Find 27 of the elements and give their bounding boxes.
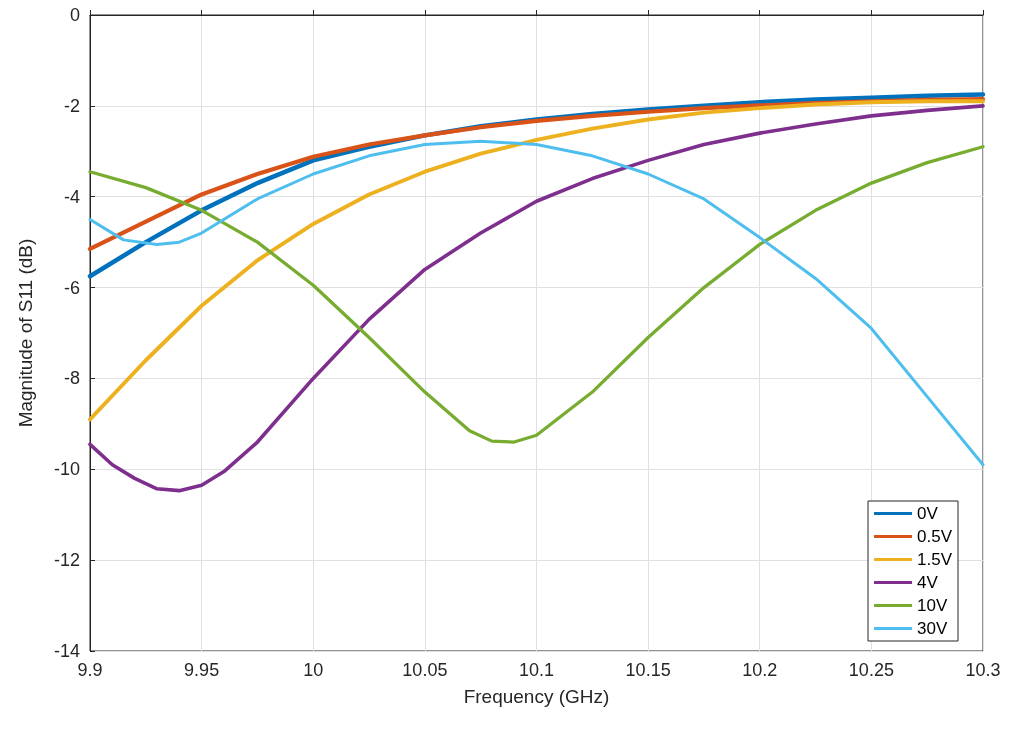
y-tick-label: -8 bbox=[63, 368, 80, 389]
x-tick-label: 10.2 bbox=[742, 660, 778, 680]
y-axis-title: Magnitude of S11 (dB) bbox=[15, 238, 36, 428]
y-tick-label: -2 bbox=[63, 95, 80, 116]
y-tick-label: -4 bbox=[63, 186, 80, 207]
x-axis-title: Frequency (GHz) bbox=[463, 686, 610, 707]
x-tick-label: 10.1 bbox=[518, 660, 555, 680]
legend-label: 30V bbox=[917, 619, 948, 638]
legend-label: 0V bbox=[917, 504, 939, 523]
y-tick-label: -6 bbox=[63, 277, 80, 298]
legend-label: 0.5V bbox=[917, 527, 953, 546]
x-tick-label: 10.3 bbox=[965, 660, 1001, 680]
x-tick-label: 9.95 bbox=[184, 660, 220, 680]
x-tick-label: 10.15 bbox=[625, 660, 671, 680]
x-tick-label: 10.25 bbox=[848, 660, 894, 680]
x-tick-label: 10.05 bbox=[402, 660, 448, 680]
y-tick-label: 0 bbox=[69, 5, 80, 25]
y-tick-label: -12 bbox=[53, 550, 80, 571]
line-series bbox=[88, 104, 985, 493]
legend-label: 4V bbox=[917, 573, 939, 592]
x-tick-label: 10 bbox=[303, 660, 324, 680]
x-tick-label: 9.9 bbox=[77, 660, 103, 680]
legend-label: 10V bbox=[917, 596, 948, 615]
y-tick-label: -10 bbox=[53, 459, 80, 480]
legend-label: 1.5V bbox=[917, 550, 953, 569]
y-tick-label: -14 bbox=[53, 641, 80, 661]
line-series bbox=[88, 99, 985, 422]
